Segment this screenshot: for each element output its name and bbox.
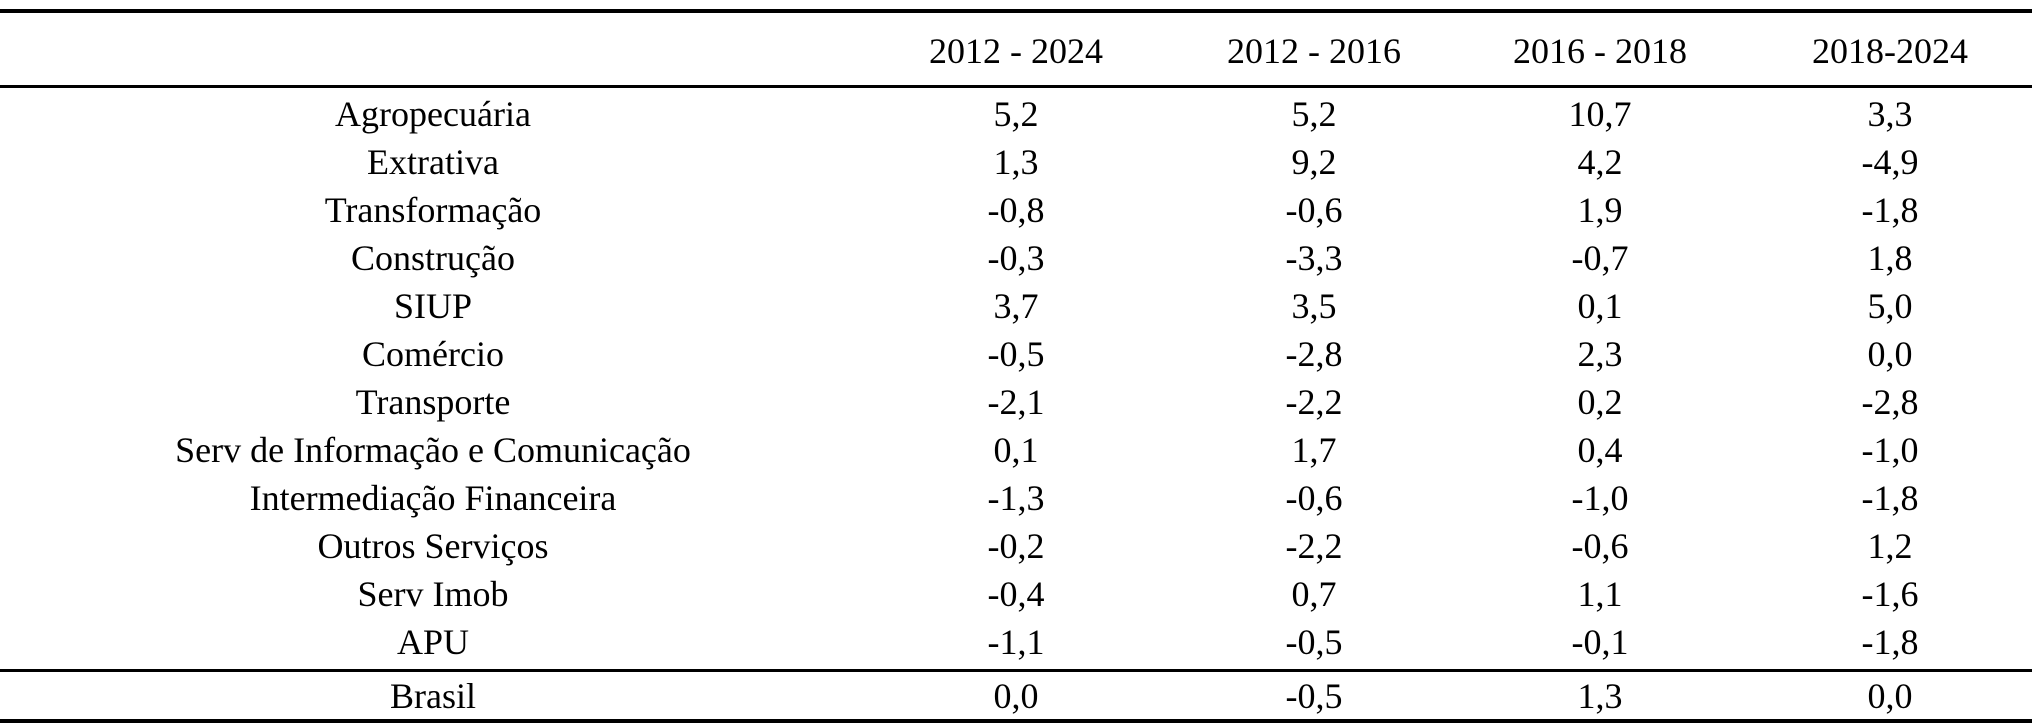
table-row: Intermediação Financeira -1,3 -0,6 -1,0 … (0, 474, 2032, 522)
row-value: -2,8 (1285, 334, 1343, 374)
row-value: -0,1 (1571, 622, 1629, 662)
row-value: -1,3 (987, 478, 1045, 518)
row-value: 0,1 (1577, 286, 1623, 326)
total-value: -0,5 (1285, 676, 1343, 716)
row-value: -4,9 (1861, 142, 1919, 182)
row-value: -0,5 (1285, 622, 1343, 662)
row-value: -0,2 (987, 526, 1045, 566)
row-value: -1,0 (1861, 430, 1919, 470)
row-label: Intermediação Financeira (249, 478, 617, 518)
total-value: 0,0 (993, 676, 1039, 716)
row-value: 0,4 (1577, 430, 1623, 470)
row-label: Transformação (324, 190, 542, 230)
row-value: 0,1 (993, 430, 1039, 470)
row-value: -1,8 (1861, 622, 1919, 662)
row-label: APU (396, 622, 470, 662)
row-value: -2,2 (1285, 382, 1343, 422)
row-value: 9,2 (1291, 142, 1337, 182)
top-rule (0, 9, 2032, 13)
row-value: -1,0 (1571, 478, 1629, 518)
row-value: -0,6 (1571, 526, 1629, 566)
row-value: 3,5 (1291, 286, 1337, 326)
row-value: 3,3 (1867, 94, 1913, 134)
row-value: 5,0 (1867, 286, 1913, 326)
row-label: Serv Imob (357, 574, 509, 614)
row-value: -0,6 (1285, 190, 1343, 230)
table-row: Serv de Informação e Comunicação 0,1 1,7… (0, 426, 2032, 474)
row-value: -2,2 (1285, 526, 1343, 566)
row-label: Serv de Informação e Comunicação (175, 430, 691, 470)
row-value: -0,8 (987, 190, 1045, 230)
table-row: Transporte -2,1 -2,2 0,2 -2,8 (0, 378, 2032, 426)
row-label: Transporte (355, 382, 511, 422)
row-value: 0,0 (1867, 334, 1913, 374)
table-row: Serv Imob -0,4 0,7 1,1 -1,6 (0, 570, 2032, 618)
row-value: -0,6 (1285, 478, 1343, 518)
row-value: -0,7 (1571, 238, 1629, 278)
row-label: Agropecuária (335, 94, 531, 134)
row-value: 10,7 (1568, 94, 1632, 134)
row-label: Extrativa (367, 142, 499, 182)
bottom-rule (0, 719, 2032, 723)
row-value: 1,7 (1291, 430, 1337, 470)
table-row: Construção -0,3 -3,3 -0,7 1,8 (0, 234, 2032, 282)
row-value: 3,7 (993, 286, 1039, 326)
row-value: 5,2 (1291, 94, 1337, 134)
header-col-2012-2016: 2012 - 2016 (1227, 31, 1401, 71)
total-rule (0, 669, 2032, 672)
row-value: -1,8 (1861, 190, 1919, 230)
header-col-2016-2018: 2016 - 2018 (1513, 31, 1687, 71)
row-value: 1,2 (1867, 526, 1913, 566)
row-value: -0,5 (987, 334, 1045, 374)
row-value: -1,8 (1861, 478, 1919, 518)
row-value: 1,9 (1577, 190, 1623, 230)
row-value: -3,3 (1285, 238, 1343, 278)
total-value: 1,3 (1577, 676, 1623, 716)
total-label: Brasil (390, 676, 476, 716)
table-row: Extrativa 1,3 9,2 4,2 -4,9 (0, 138, 2032, 186)
total-value: 0,0 (1867, 676, 1913, 716)
row-value: 5,2 (993, 94, 1039, 134)
table-row: SIUP 3,7 3,5 0,1 5,0 (0, 282, 2032, 330)
row-value: 2,3 (1577, 334, 1623, 374)
header-label-cell (0, 27, 866, 75)
table-row: Comércio -0,5 -2,8 2,3 0,0 (0, 330, 2032, 378)
table-row: Outros Serviços -0,2 -2,2 -0,6 1,2 (0, 522, 2032, 570)
row-label: Construção (351, 238, 515, 278)
row-value: -0,4 (987, 574, 1045, 614)
row-value: 0,2 (1577, 382, 1623, 422)
row-value: 1,3 (993, 142, 1039, 182)
row-value: -2,1 (987, 382, 1045, 422)
total-row: Brasil 0,0 -0,5 1,3 0,0 (0, 672, 2032, 720)
row-value: 1,1 (1577, 574, 1623, 614)
row-label: SIUP (393, 286, 473, 326)
row-label: Outros Serviços (317, 526, 549, 566)
table-row: Transformação -0,8 -0,6 1,9 -1,8 (0, 186, 2032, 234)
header-row: 2012 - 2024 2012 - 2016 2016 - 2018 2018… (0, 27, 2032, 75)
row-label: Comércio (362, 334, 504, 374)
header-rule (0, 85, 2032, 88)
row-value: 1,8 (1867, 238, 1913, 278)
row-value: -1,1 (987, 622, 1045, 662)
row-value: -2,8 (1861, 382, 1919, 422)
row-value: -0,3 (987, 238, 1045, 278)
row-value: 4,2 (1577, 142, 1623, 182)
header-col-2012-2024: 2012 - 2024 (929, 31, 1103, 71)
table-row: APU -1,1 -0,5 -0,1 -1,8 (0, 618, 2032, 666)
row-value: -1,6 (1861, 574, 1919, 614)
table-row: Agropecuária 5,2 5,2 10,7 3,3 (0, 90, 2032, 138)
header-col-2018-2024: 2018-2024 (1812, 31, 1968, 71)
row-value: 0,7 (1291, 574, 1337, 614)
